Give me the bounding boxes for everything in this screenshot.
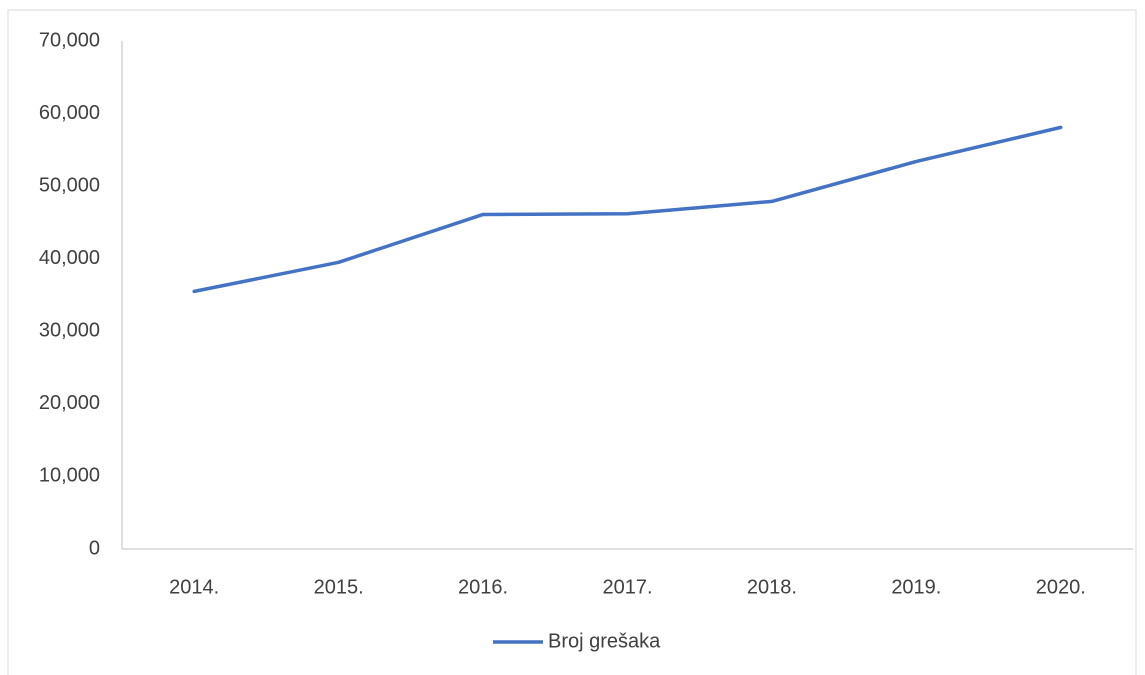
y-tick-label: 60,000: [39, 102, 100, 124]
x-tick-label: 2015.: [314, 576, 364, 598]
line-series: [192, 125, 1063, 294]
y-tick-label: 0: [89, 537, 100, 559]
x-tick-label: 2019.: [891, 576, 941, 598]
x-tick-label: 2014.: [169, 576, 219, 598]
y-tick-label: 70,000: [39, 29, 100, 51]
y-tick-label: 30,000: [39, 320, 100, 342]
chart-frame: [7, 9, 1137, 675]
x-tick-label: 2018.: [747, 576, 797, 598]
x-tick-label: 2016.: [458, 576, 508, 598]
y-tick-label: 20,000: [39, 392, 100, 414]
x-tick-label: 2020.: [1036, 576, 1086, 598]
y-tick-label: 40,000: [39, 247, 100, 269]
y-tick-label: 50,000: [39, 174, 100, 196]
legend-label: Broj grešaka: [548, 630, 661, 652]
x-tick-label: 2017.: [602, 576, 652, 598]
y-tick-label: 10,000: [39, 465, 100, 487]
